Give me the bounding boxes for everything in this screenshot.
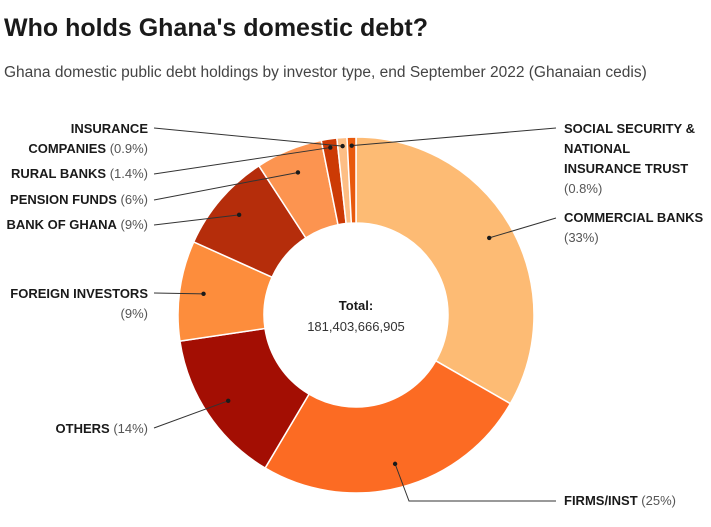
- slice-label-name: COMMERCIAL BANKS: [564, 210, 703, 225]
- slice-label-pct: (14%): [110, 421, 148, 436]
- leader-dot: [236, 212, 242, 218]
- leader-dot: [226, 398, 231, 403]
- slice-label-pct: (6%): [117, 192, 148, 207]
- slice-label-pct: (25%): [638, 493, 676, 508]
- leader-dot: [328, 145, 333, 150]
- slice-label: PENSION FUNDS (6%): [10, 192, 148, 207]
- leader-line: [489, 217, 557, 239]
- slice-label-pct: (1.4%): [106, 166, 148, 181]
- slice-label-pct: (33%): [564, 230, 599, 245]
- leader-line: [153, 127, 343, 147]
- slice-label-name: OTHERS: [56, 421, 111, 436]
- slice-label: OTHERS (14%): [56, 421, 148, 436]
- leader-line: [153, 171, 299, 201]
- slice-label-pct: (9%): [121, 306, 148, 321]
- slice-label: BANK OF GHANA (9%): [6, 217, 148, 232]
- slice-label: INSURANCE COMPANIES (0.9%): [28, 121, 148, 156]
- leader-line: [153, 147, 331, 175]
- slice-label-name: PENSION FUNDS: [10, 192, 117, 207]
- leader-line: [394, 463, 556, 502]
- slice-label-name: RURAL BANKS: [11, 166, 106, 181]
- slice-label-name: FOREIGN INVESTORS: [10, 286, 148, 301]
- slice-label-pct: (0.8%): [564, 181, 602, 196]
- slice-label-name: SOCIAL SECURITY &: [564, 121, 695, 136]
- slice-firms-inst: [264, 359, 512, 494]
- leader-dot: [201, 291, 206, 297]
- labels-layer: COMMERCIAL BANKS (33%) FIRMS/INST (25%) OTH…: [6, 121, 703, 508]
- leader-dot: [487, 235, 492, 241]
- slice-label-name: FIRMS/INST: [564, 493, 638, 508]
- slice-label-name: NATIONAL: [564, 141, 630, 156]
- slice-label: RURAL BANKS (1.4%): [11, 166, 148, 181]
- leader-dot: [349, 143, 354, 148]
- leader-dot: [340, 143, 345, 149]
- slice-label: FIRMS/INST (25%): [564, 493, 676, 508]
- leader-line: [351, 127, 557, 147]
- slice-label-pct: (0.9%): [106, 141, 148, 156]
- leader-line: [153, 292, 204, 295]
- slice-label-name: INSURANCE: [71, 121, 149, 136]
- leader-dot: [392, 461, 398, 467]
- total-value: 181,403,666,905: [307, 319, 405, 334]
- slice-label-name: INSURANCE TRUST: [564, 161, 688, 176]
- chart-subtitle: Ghana domestic public debt holdings by i…: [4, 64, 647, 81]
- slice-label-name: COMPANIES: [28, 141, 106, 156]
- leader-line: [153, 214, 240, 226]
- slice-label: SOCIAL SECURITY & NATIONAL INSURANCE TRUST…: [564, 121, 695, 196]
- slice-label-pct: (9%): [117, 217, 148, 232]
- leader-dot: [295, 170, 301, 175]
- slice-label: COMMERCIAL BANKS (33%): [564, 210, 703, 245]
- leader-lines-layer: [153, 127, 557, 502]
- leader-line: [153, 400, 229, 429]
- chart-title: Who holds Ghana's domestic debt?: [4, 14, 429, 42]
- slice-label-name: BANK OF GHANA: [6, 217, 117, 232]
- total-label: Total:: [339, 298, 373, 313]
- slice-commercial-banks: [355, 136, 535, 405]
- slices-layer: [177, 136, 535, 494]
- slice-social-security-national-insurance-trust: [346, 136, 357, 224]
- slice-label: FOREIGN INVESTORS (9%): [10, 286, 148, 321]
